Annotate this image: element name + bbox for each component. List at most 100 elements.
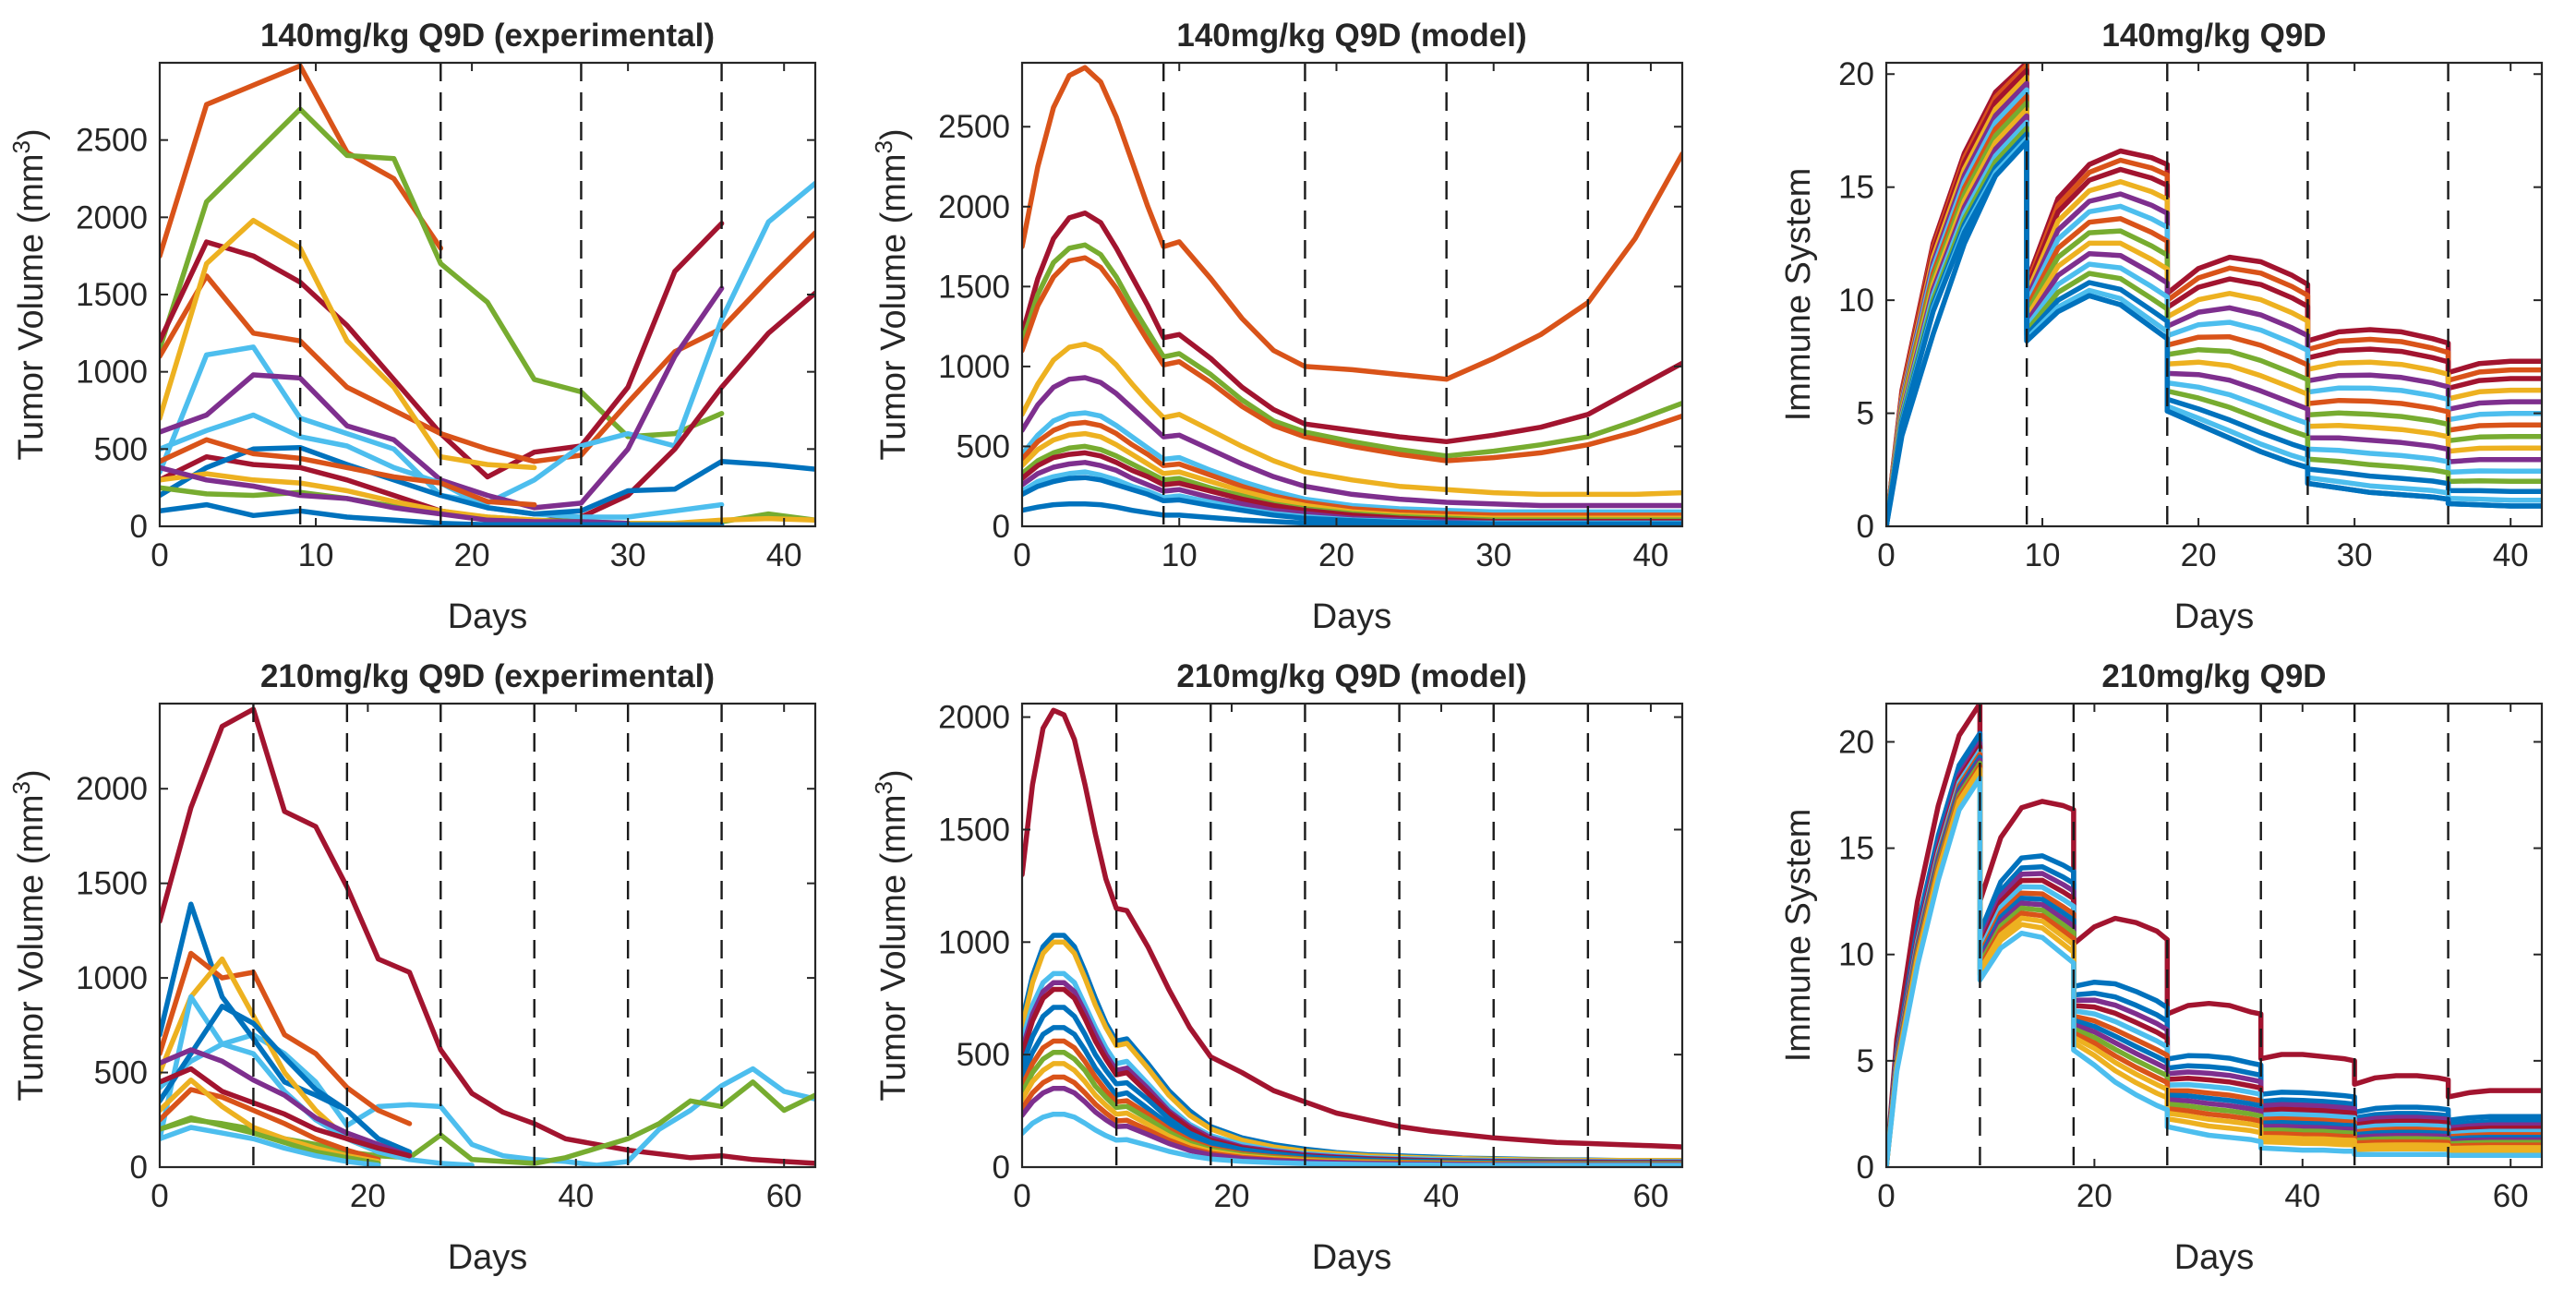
x-tick-label: 0	[150, 537, 168, 573]
y-tick-label: 1000	[76, 960, 148, 996]
series-line	[1886, 106, 2542, 526]
y-axis: 0 500 1000 1500 2000 2500	[938, 109, 1682, 545]
y-tick-label: 1500	[76, 277, 148, 313]
panel-140-model: 140mg/kg Q9D (model) 0 10 20 30 40 0 500 1000 1…	[870, 18, 1684, 636]
series-line	[160, 63, 444, 259]
axes-box	[1020, 702, 1684, 1169]
series-line	[1886, 775, 2542, 1167]
x-tick-label: 20	[454, 537, 490, 573]
axes-box	[158, 702, 817, 1169]
y-tick-label: 500	[94, 1055, 148, 1091]
y-axis: 0 500 1000 1500 2000	[76, 771, 815, 1186]
y-tick-label: 2000	[76, 771, 148, 807]
series-line	[1022, 986, 1682, 1165]
y-tick-label: 1000	[938, 349, 1010, 385]
series-line	[1022, 419, 1682, 518]
y-axis: 0 5 10 15 20	[1838, 724, 2542, 1186]
plot-area	[160, 704, 815, 1167]
series-line	[1886, 113, 2542, 526]
y-axis: 0 500 1000 1500 2000 2500	[76, 123, 815, 545]
y-axis-label: Tumor Volume (mm3)	[7, 128, 51, 460]
y-tick-label: 2500	[76, 123, 148, 159]
y-tick-label: 500	[957, 1037, 1010, 1073]
x-tick-label: 40	[2284, 1178, 2320, 1214]
series-line	[1022, 501, 1682, 526]
y-tick-label: 0	[1857, 509, 1874, 545]
panel-title: 140mg/kg Q9D (experimental)	[260, 18, 715, 54]
panel-210-experimental: 210mg/kg Q9D (experimental) 0 20 40 60 0 500…	[7, 658, 817, 1277]
series-line	[1886, 80, 2542, 526]
plot-area	[1886, 63, 2542, 526]
series-line	[160, 950, 413, 1126]
series-line	[1886, 87, 2542, 526]
series-line	[1886, 730, 2542, 1167]
x-tick-label: 20	[350, 1178, 386, 1214]
y-tick-label: 500	[957, 428, 1010, 464]
y-tick-label: 20	[1838, 56, 1874, 92]
x-tick-label: 20	[2076, 1178, 2113, 1214]
y-tick-label: 10	[1838, 937, 1874, 973]
series-line	[1886, 119, 2542, 526]
y-tick-label: 0	[130, 509, 148, 545]
plot-area	[1022, 63, 1682, 526]
panel-140-experimental: 140mg/kg Q9D (experimental) 0 10 20 30 40 0 5…	[7, 18, 817, 636]
series-line	[1022, 242, 1682, 459]
y-axis-label: Tumor Volume (mm3)	[7, 769, 51, 1101]
axes-box	[1884, 702, 2544, 1169]
series-line	[160, 217, 537, 471]
series-line	[1022, 341, 1682, 498]
x-tick-label: 20	[1318, 537, 1354, 573]
series-line	[1022, 65, 1682, 382]
series-line	[160, 1114, 381, 1166]
y-tick-label: 2000	[76, 199, 148, 235]
y-axis-label: Immune System	[1779, 168, 1818, 422]
series-line	[1886, 131, 2542, 526]
x-axis: 0 20 40 60	[1013, 704, 1668, 1214]
series-line	[1022, 410, 1682, 515]
series-line	[160, 444, 815, 517]
x-tick-label: 30	[610, 537, 646, 573]
x-tick-label: 0	[150, 1178, 168, 1214]
series-line	[1886, 766, 2542, 1167]
x-tick-label: 0	[1877, 537, 1895, 573]
y-tick-label: 0	[993, 1150, 1010, 1186]
x-tick-label: 20	[2181, 537, 2217, 573]
series-line	[160, 706, 815, 1166]
panel-210-immune: 210mg/kg Q9D 0 20 40 60 0 5 10 15 20 Days Immun…	[1779, 658, 2544, 1277]
y-tick-label: 0	[1857, 1150, 1874, 1186]
x-tick-label: 10	[1162, 537, 1198, 573]
x-tick-label: 10	[298, 537, 334, 573]
series-line	[160, 1066, 413, 1159]
plot-area	[160, 63, 815, 526]
y-tick-label: 5	[1857, 1043, 1874, 1079]
y-tick-label: 1500	[76, 866, 148, 902]
panel-title: 210mg/kg Q9D (experimental)	[260, 658, 715, 694]
series-line	[1886, 74, 2542, 526]
series-line	[1022, 210, 1682, 445]
series-line	[160, 464, 631, 526]
series-line	[1886, 139, 2542, 526]
y-axis: 0 5 10 15 20	[1838, 56, 2542, 545]
panel-title: 210mg/kg Q9D	[2101, 658, 2326, 694]
x-tick-label: 40	[1632, 537, 1668, 573]
series-line	[1886, 125, 2542, 526]
x-tick-label: 30	[1475, 537, 1511, 573]
series-line	[160, 437, 537, 508]
x-tick-label: 20	[1214, 1178, 1250, 1214]
panel-title: 140mg/kg Q9D (model)	[1176, 18, 1526, 54]
series-line	[1022, 375, 1682, 509]
y-tick-label: 1000	[938, 924, 1010, 960]
x-axis-label: Days	[2174, 1238, 2255, 1277]
y-tick-label: 10	[1838, 283, 1874, 319]
series-line	[160, 471, 815, 526]
y-tick-label: 0	[130, 1150, 148, 1186]
series-line	[160, 1125, 381, 1167]
series-line	[1886, 63, 2542, 526]
y-tick-label: 500	[94, 431, 148, 467]
plot-area	[1886, 704, 2542, 1167]
y-tick-label: 0	[993, 509, 1010, 545]
y-tick-label: 1500	[938, 812, 1010, 848]
series-line	[1022, 707, 1682, 1150]
y-tick-label: 5	[1857, 396, 1874, 432]
y-tick-label: 20	[1838, 724, 1874, 760]
